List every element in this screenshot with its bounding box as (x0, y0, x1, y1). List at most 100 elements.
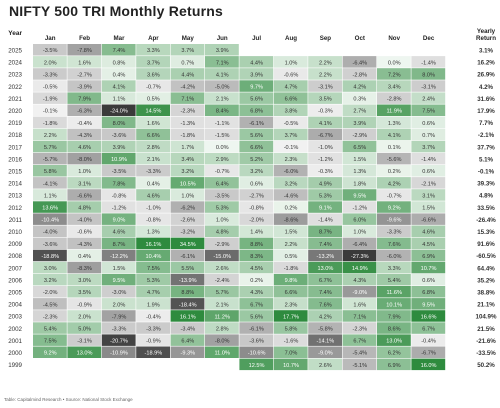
cell-value: 0.4% (147, 181, 160, 187)
cell-value: 13.0% (317, 266, 333, 272)
heatmap-cell (411, 237, 446, 250)
heatmap-cell (136, 189, 170, 201)
cell-value: -3.3% (43, 72, 58, 78)
cell-value: -2.0% (249, 218, 264, 224)
heatmap-cell (411, 298, 446, 310)
cell-value: 1.0% (216, 218, 229, 224)
heatmap-cell (342, 165, 377, 177)
heatmap-cell (170, 225, 205, 237)
heatmap-cell (136, 346, 170, 358)
heatmap-cell (342, 56, 377, 68)
cell-value: 6.7% (353, 339, 366, 345)
heatmap-cell (33, 249, 67, 262)
heatmap-cell (67, 92, 102, 104)
cell-value: -5.4% (352, 351, 367, 357)
heatmap-cell (205, 237, 239, 250)
heatmap-cell (342, 286, 377, 298)
cell-value: 2.0% (78, 314, 91, 320)
yearly-return-value: -33.5% (476, 350, 496, 357)
heatmap-cell (273, 237, 308, 250)
heatmap-cell (67, 56, 102, 68)
heatmap-cell (273, 225, 308, 237)
cell-value: 1.6% (353, 302, 366, 308)
heatmap-cell (342, 68, 377, 80)
heatmap-cell (308, 189, 342, 201)
heatmap-cell (101, 298, 136, 310)
year-label: 2014 (8, 181, 22, 188)
year-label: 2005 (8, 289, 22, 296)
heatmap-cell (67, 298, 102, 310)
header-month: Aug (285, 35, 297, 42)
year-label: 2011 (9, 217, 23, 224)
cell-value: 4.1% (113, 85, 126, 91)
year-label: 2025 (8, 47, 22, 54)
heatmap-cell (101, 286, 136, 298)
heatmap-cell (205, 225, 239, 237)
cell-value: 5.6% (250, 97, 263, 103)
cell-value: -2.1% (421, 181, 436, 187)
year-label: 2021 (8, 96, 22, 103)
cell-value: 0.6% (250, 181, 263, 187)
cell-value: -0.5% (43, 85, 58, 91)
cell-value: 12.5% (249, 363, 265, 369)
heatmap-cell (308, 68, 342, 80)
cell-value: -0.1% (284, 145, 299, 151)
yearly-return-value: 64.4% (477, 265, 495, 272)
cell-value: 5.8% (285, 327, 298, 333)
cell-value: -6.7% (318, 133, 333, 139)
heatmap-cell (308, 104, 342, 116)
cell-value: 1.7% (181, 145, 194, 151)
cell-value: -0.7% (387, 193, 402, 199)
heatmap-cell (101, 189, 136, 201)
cell-value: -2.9% (215, 242, 230, 248)
heatmap-cell (273, 140, 308, 153)
cell-value: 4.1% (388, 133, 401, 139)
cell-value: -1.0% (318, 145, 333, 151)
cell-value: 9.0% (113, 218, 126, 224)
heatmap-cell (136, 286, 170, 298)
heatmap-cell (205, 213, 239, 225)
cell-value: 0.5% (285, 254, 298, 260)
cell-value: -13.2% (317, 254, 335, 260)
heatmap-cell (101, 177, 136, 189)
cell-value: 7.5% (44, 339, 57, 345)
cell-value: -18.8% (41, 254, 59, 260)
cell-value: -2.6% (180, 218, 195, 224)
cell-value: 13.0% (386, 339, 402, 345)
cell-value: 6.8% (250, 109, 263, 115)
heatmap-cell (239, 152, 274, 165)
heatmap-cell (205, 128, 239, 141)
cell-value: 6.4% (181, 339, 194, 345)
cell-value: 4.3% (353, 278, 366, 284)
cell-value: 6.4% (216, 181, 229, 187)
heatmap-cell (342, 298, 377, 310)
heatmap-cell (308, 213, 342, 225)
cell-value: -2.3% (43, 314, 58, 320)
yearly-return-value: 4.2% (479, 84, 494, 91)
heatmap-cell (67, 310, 102, 322)
cell-value: -1.5% (215, 133, 230, 139)
heatmap-cell (101, 44, 136, 56)
cell-value: 1.8% (353, 181, 366, 187)
heatmap-cell (411, 213, 446, 225)
heatmap-cell (170, 346, 205, 358)
cell-value: 6.9% (422, 254, 435, 260)
yearly-return-value: 16.2% (477, 60, 495, 67)
cell-value: -0.4% (146, 314, 161, 320)
heatmap-cell (33, 80, 67, 92)
heatmap-cell (33, 189, 67, 201)
heatmap-cell (239, 56, 274, 68)
heatmap-cell (33, 68, 67, 80)
cell-value: 3.1% (78, 181, 91, 187)
heatmap-cell (205, 334, 239, 346)
cell-value: -5.7% (43, 157, 58, 163)
heatmap-cell (101, 334, 136, 346)
cell-value: 7.2% (388, 72, 401, 78)
cell-value: -20.7% (110, 339, 128, 345)
cell-value: 1.0% (285, 60, 298, 66)
cell-value: 0.2% (250, 278, 263, 284)
cell-value: 2.1% (216, 302, 229, 308)
cell-value: 6.8% (422, 290, 435, 296)
header-month: Jul (252, 35, 261, 42)
cell-value: 7.6% (319, 302, 332, 308)
